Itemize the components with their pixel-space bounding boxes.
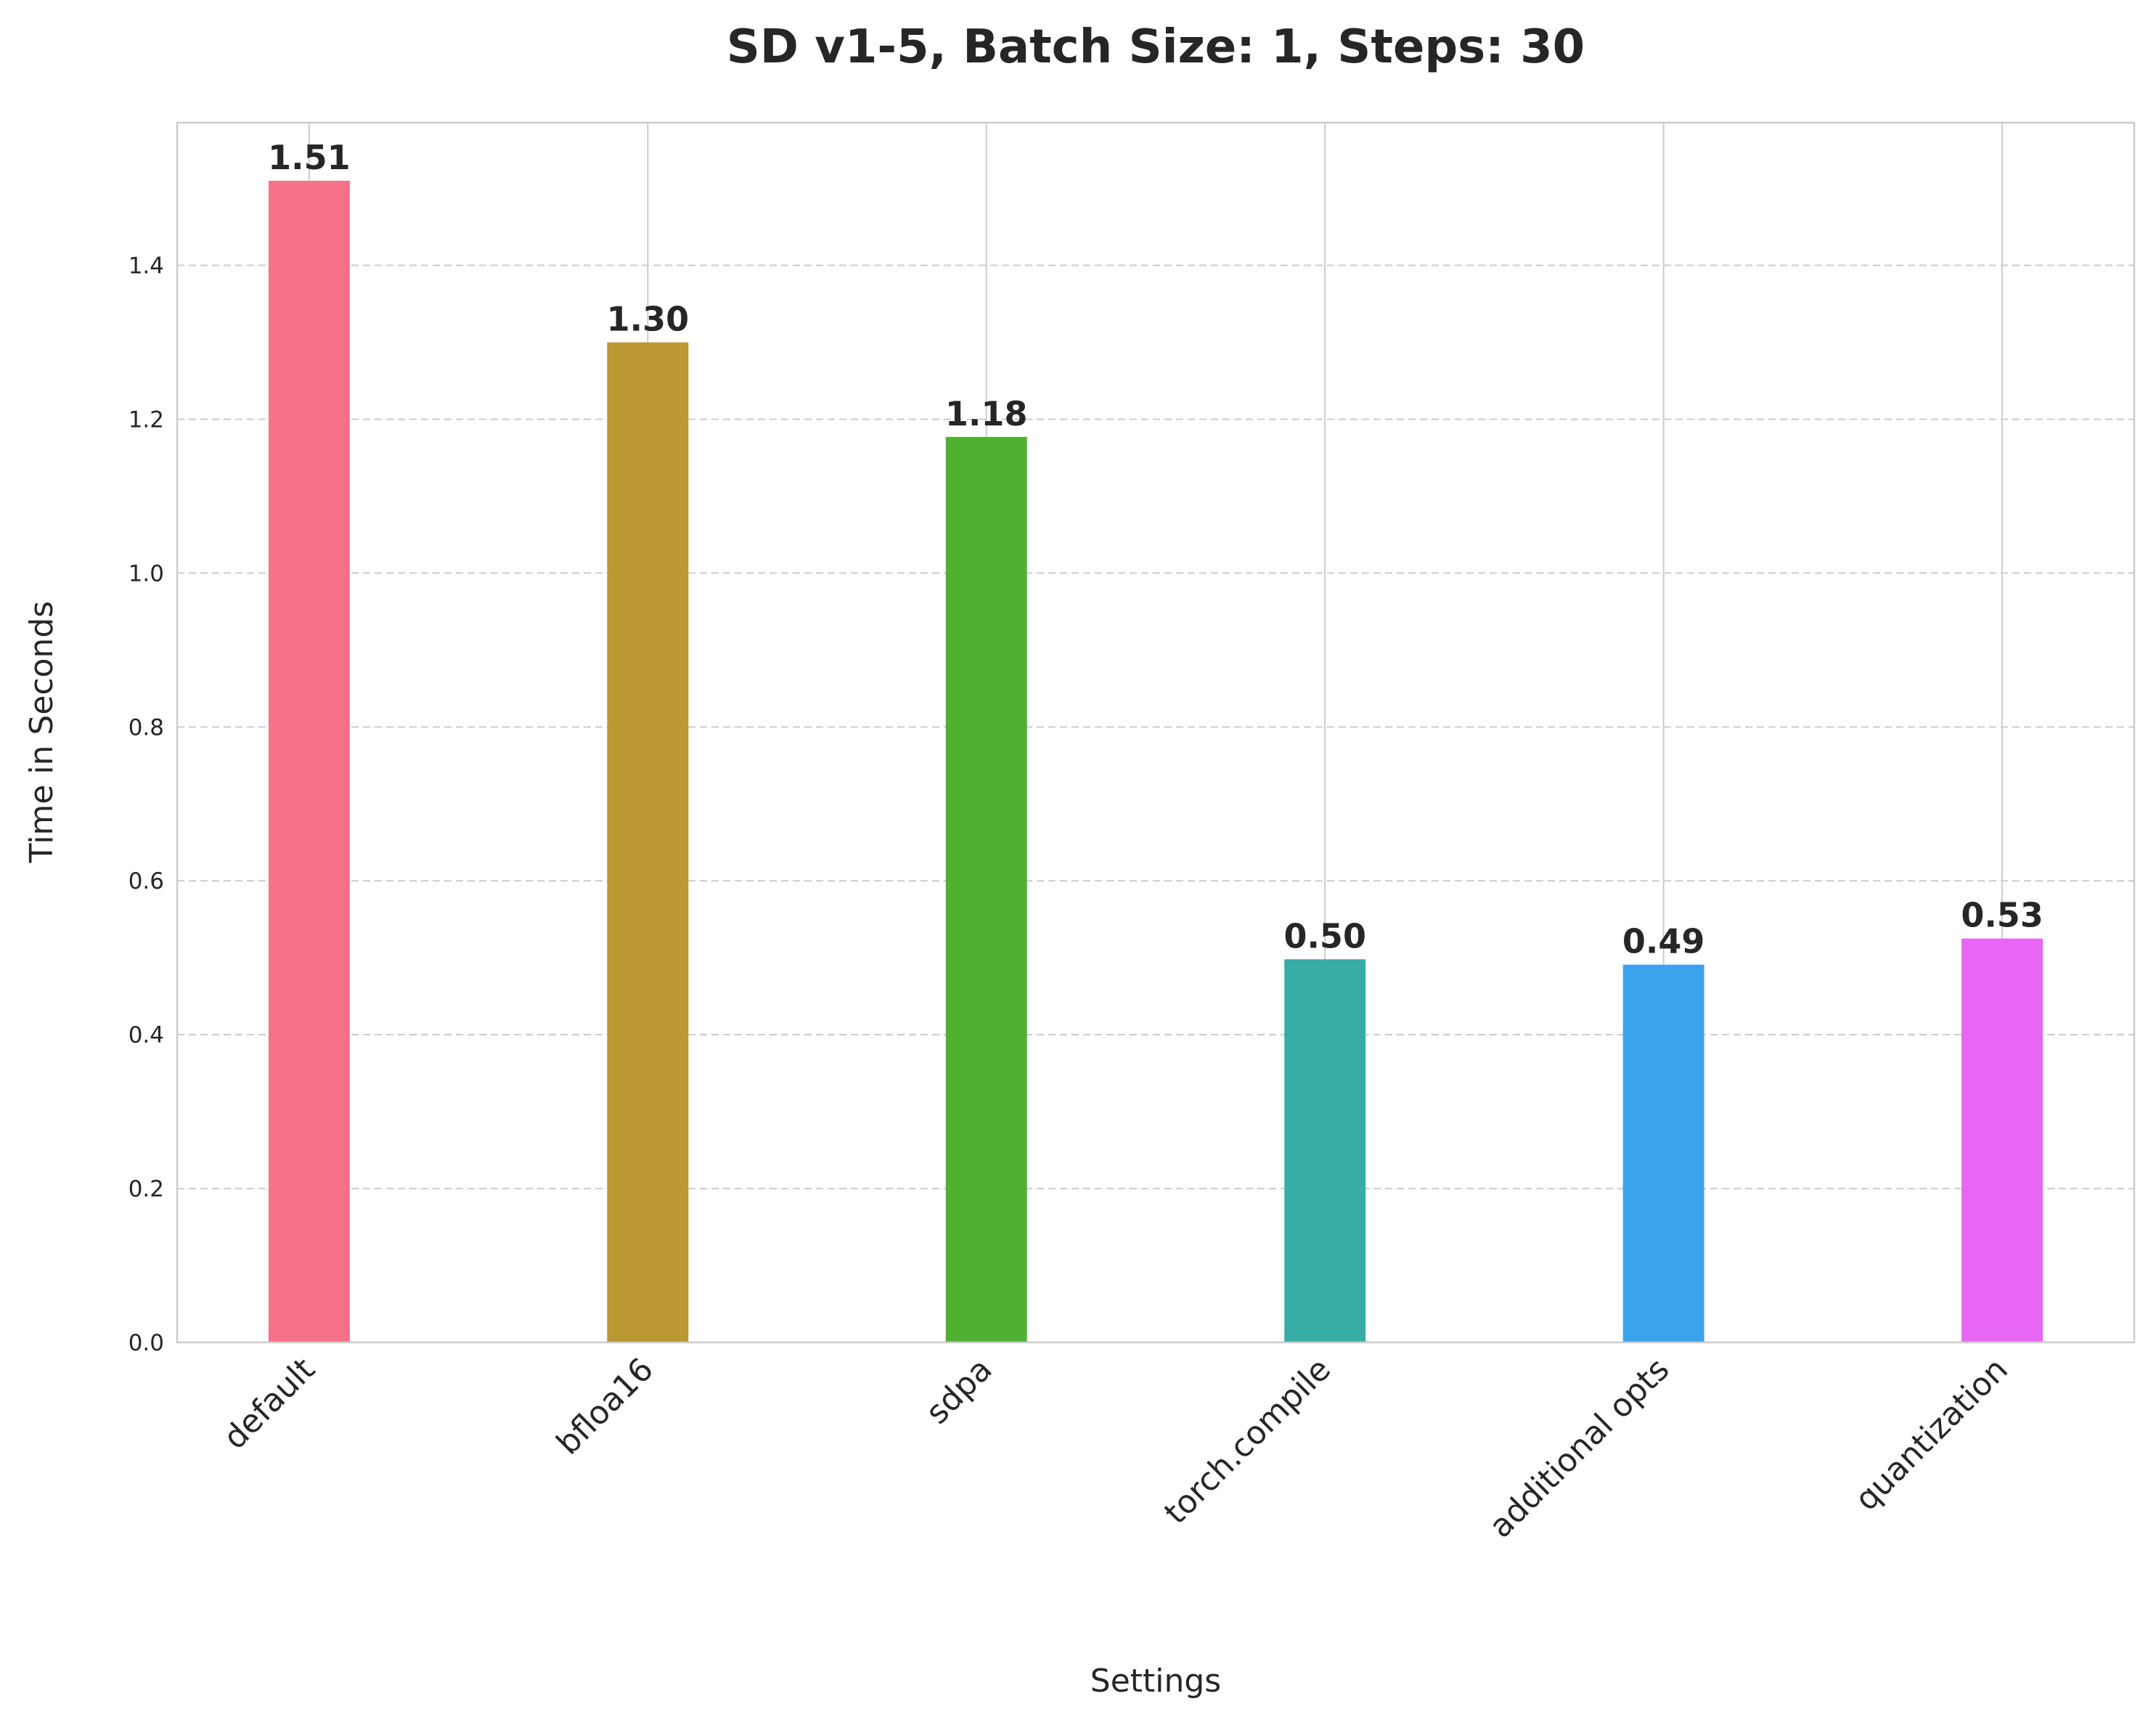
x-tick-label: sdpa (919, 1351, 1000, 1432)
value-label: 1.18 (945, 394, 1028, 433)
y-tick-label: 1.2 (128, 407, 164, 433)
y-tick-label: 0.2 (128, 1176, 164, 1202)
x-axis-label: Settings (1090, 1663, 1221, 1700)
bar-sdpa (945, 436, 1027, 1342)
y-ticks: 0.0 0.2 0.4 0.6 0.8 1.0 1.2 1.4 (128, 253, 164, 1356)
x-tick-label: default (216, 1351, 322, 1457)
y-tick-label: 0.8 (128, 714, 164, 741)
y-tick-label: 0.4 (128, 1022, 164, 1048)
value-label: 1.30 (607, 300, 690, 339)
y-axis-label: Time in Seconds (23, 601, 60, 864)
bar-default (268, 181, 350, 1342)
bar-bfloa16 (607, 342, 689, 1342)
bar-additional-opts (1622, 964, 1704, 1342)
y-tick-label: 0.0 (128, 1330, 164, 1356)
value-label: 1.51 (268, 138, 351, 177)
value-labels: 1.51 1.30 1.18 0.50 0.49 0.53 (268, 138, 2043, 961)
bar-quantization (1961, 938, 2043, 1342)
x-tick-label: bfloa16 (550, 1351, 661, 1462)
grid (177, 123, 2134, 1342)
chart-title: SD v1-5, Batch Size: 1, Steps: 30 (727, 20, 1585, 74)
plot-frame (176, 121, 2136, 1344)
bar-torch-compile (1284, 959, 1366, 1342)
bars (268, 181, 2043, 1342)
value-label: 0.50 (1283, 916, 1366, 955)
x-tick-label: quantization (1848, 1351, 2015, 1518)
x-tick-label: additional opts (1482, 1351, 1677, 1546)
value-label: 0.53 (1961, 896, 2043, 935)
y-tick-label: 0.6 (128, 868, 164, 894)
x-tick-label: torch.compile (1157, 1351, 1338, 1532)
value-label: 0.49 (1622, 922, 1705, 961)
y-tick-label: 1.0 (128, 560, 164, 587)
y-tick-label: 1.4 (128, 253, 164, 280)
x-ticks: default bfloa16 sdpa torch.compile additiona… (216, 1351, 2015, 1546)
